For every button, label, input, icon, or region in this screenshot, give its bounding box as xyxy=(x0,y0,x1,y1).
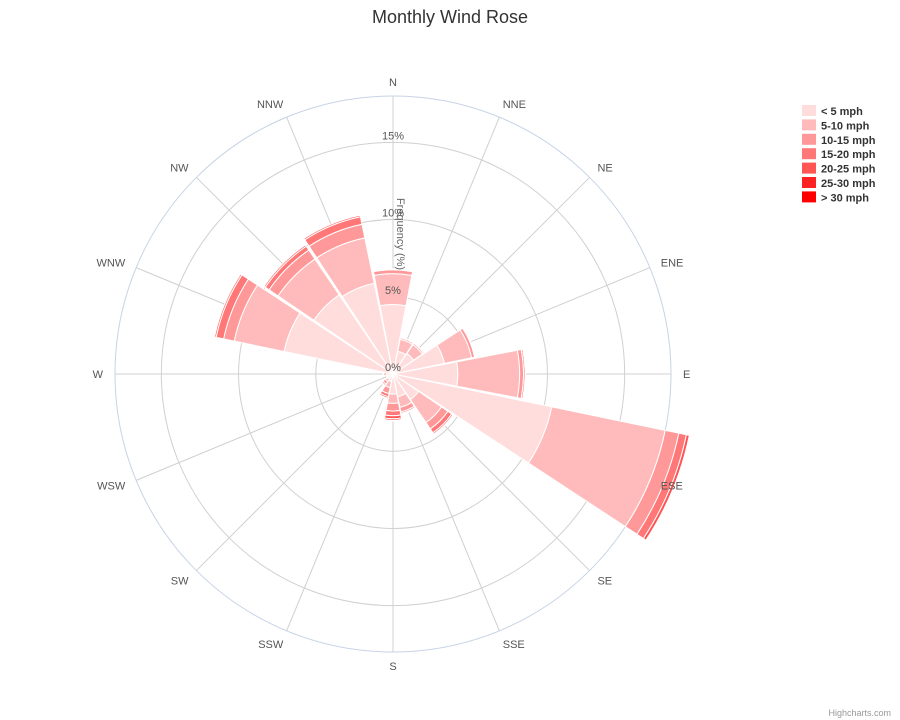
bar-nnw-segment[interactable] xyxy=(303,214,362,241)
bar-nne-segment[interactable] xyxy=(399,336,415,344)
legend-swatch xyxy=(802,105,816,116)
legend-label: 5-10 mph xyxy=(821,120,870,132)
y-axis-title: Frequency (%) xyxy=(394,198,406,270)
direction-label: SW xyxy=(171,575,189,587)
tick-label: 5% xyxy=(385,285,401,297)
bar-ese-segment[interactable] xyxy=(645,434,691,542)
direction-label: ENE xyxy=(661,257,684,269)
spoke-line xyxy=(392,116,500,375)
direction-label: SSW xyxy=(258,639,284,651)
legend-swatch xyxy=(802,177,816,188)
bar-s-segment[interactable] xyxy=(383,418,403,422)
spoke-line xyxy=(135,373,394,481)
legend-item[interactable]: 5-10 mph xyxy=(802,119,870,132)
spoke-line xyxy=(392,373,500,632)
legend[interactable]: < 5 mph 5-10 mph 10-15 mph 15-20 mph 20-25 m… xyxy=(802,105,876,204)
legend-item[interactable]: > 30 mph xyxy=(802,191,869,204)
bar-ne-segment[interactable] xyxy=(413,342,425,354)
tick-label: 15% xyxy=(382,130,404,142)
spoke-line xyxy=(392,177,590,375)
direction-label: NW xyxy=(170,163,189,175)
direction-label: SE xyxy=(597,575,612,587)
legend-label: 10-15 mph xyxy=(821,135,876,147)
direction-label: WSW xyxy=(97,481,126,493)
legend-item[interactable]: 25-30 mph xyxy=(802,177,876,190)
legend-label: > 30 mph xyxy=(821,192,869,204)
bar-ene-segment[interactable] xyxy=(462,327,477,358)
legend-label: 20-25 mph xyxy=(821,164,876,176)
bar-e-segment[interactable] xyxy=(522,348,527,400)
legend-swatch xyxy=(802,162,816,174)
tick-label: 0% xyxy=(385,362,401,374)
bar-wnw-segment[interactable] xyxy=(213,273,243,338)
tick-label: 10% xyxy=(382,208,404,220)
direction-label: SSE xyxy=(503,639,525,651)
bar-sw-segment[interactable] xyxy=(380,381,386,387)
direction-label: W xyxy=(93,369,104,381)
direction-label: ESE xyxy=(661,481,683,493)
direction-label: NNW xyxy=(257,99,284,111)
legend-item[interactable]: 10-15 mph xyxy=(802,133,876,147)
bar-s-segment[interactable] xyxy=(385,402,401,412)
bar-sse-segment[interactable] xyxy=(400,406,417,415)
chart-title: Monthly Wind Rose xyxy=(372,7,528,27)
bar-s-segment[interactable] xyxy=(386,393,400,404)
legend-swatch xyxy=(802,148,816,160)
legend-swatch xyxy=(802,191,816,203)
bar-series xyxy=(213,214,691,542)
legend-label: 25-30 mph xyxy=(821,178,876,190)
direction-label: E xyxy=(683,369,690,381)
direction-label: S xyxy=(389,661,396,673)
legend-label: 15-20 mph xyxy=(821,149,876,161)
direction-label: N xyxy=(389,77,397,89)
legend-item[interactable]: 20-25 mph xyxy=(802,162,876,176)
bar-ssw-segment[interactable] xyxy=(378,393,389,400)
spoke-line xyxy=(286,373,394,632)
credits-link[interactable]: Highcharts.com xyxy=(828,708,891,718)
spoke-line xyxy=(196,373,394,571)
direction-label: NNE xyxy=(503,99,526,111)
legend-swatch xyxy=(802,133,816,145)
direction-label: NE xyxy=(597,163,612,175)
direction-label: WNW xyxy=(97,257,126,269)
axis-labels: N NNE NE ENE E ESE SE SSE S SSW SW WSW W WNW NW NNW 0% 5%… xyxy=(93,77,691,673)
bar-w-segment[interactable] xyxy=(382,371,385,377)
bar-n-segment[interactable] xyxy=(372,268,414,273)
bar-nw-segment[interactable] xyxy=(263,244,307,288)
legend-swatch xyxy=(802,119,816,131)
legend-label: < 5 mph xyxy=(821,106,863,118)
legend-item[interactable]: < 5 mph xyxy=(802,105,863,118)
legend-item[interactable]: 15-20 mph xyxy=(802,148,876,161)
bar-se-segment[interactable] xyxy=(433,414,455,436)
